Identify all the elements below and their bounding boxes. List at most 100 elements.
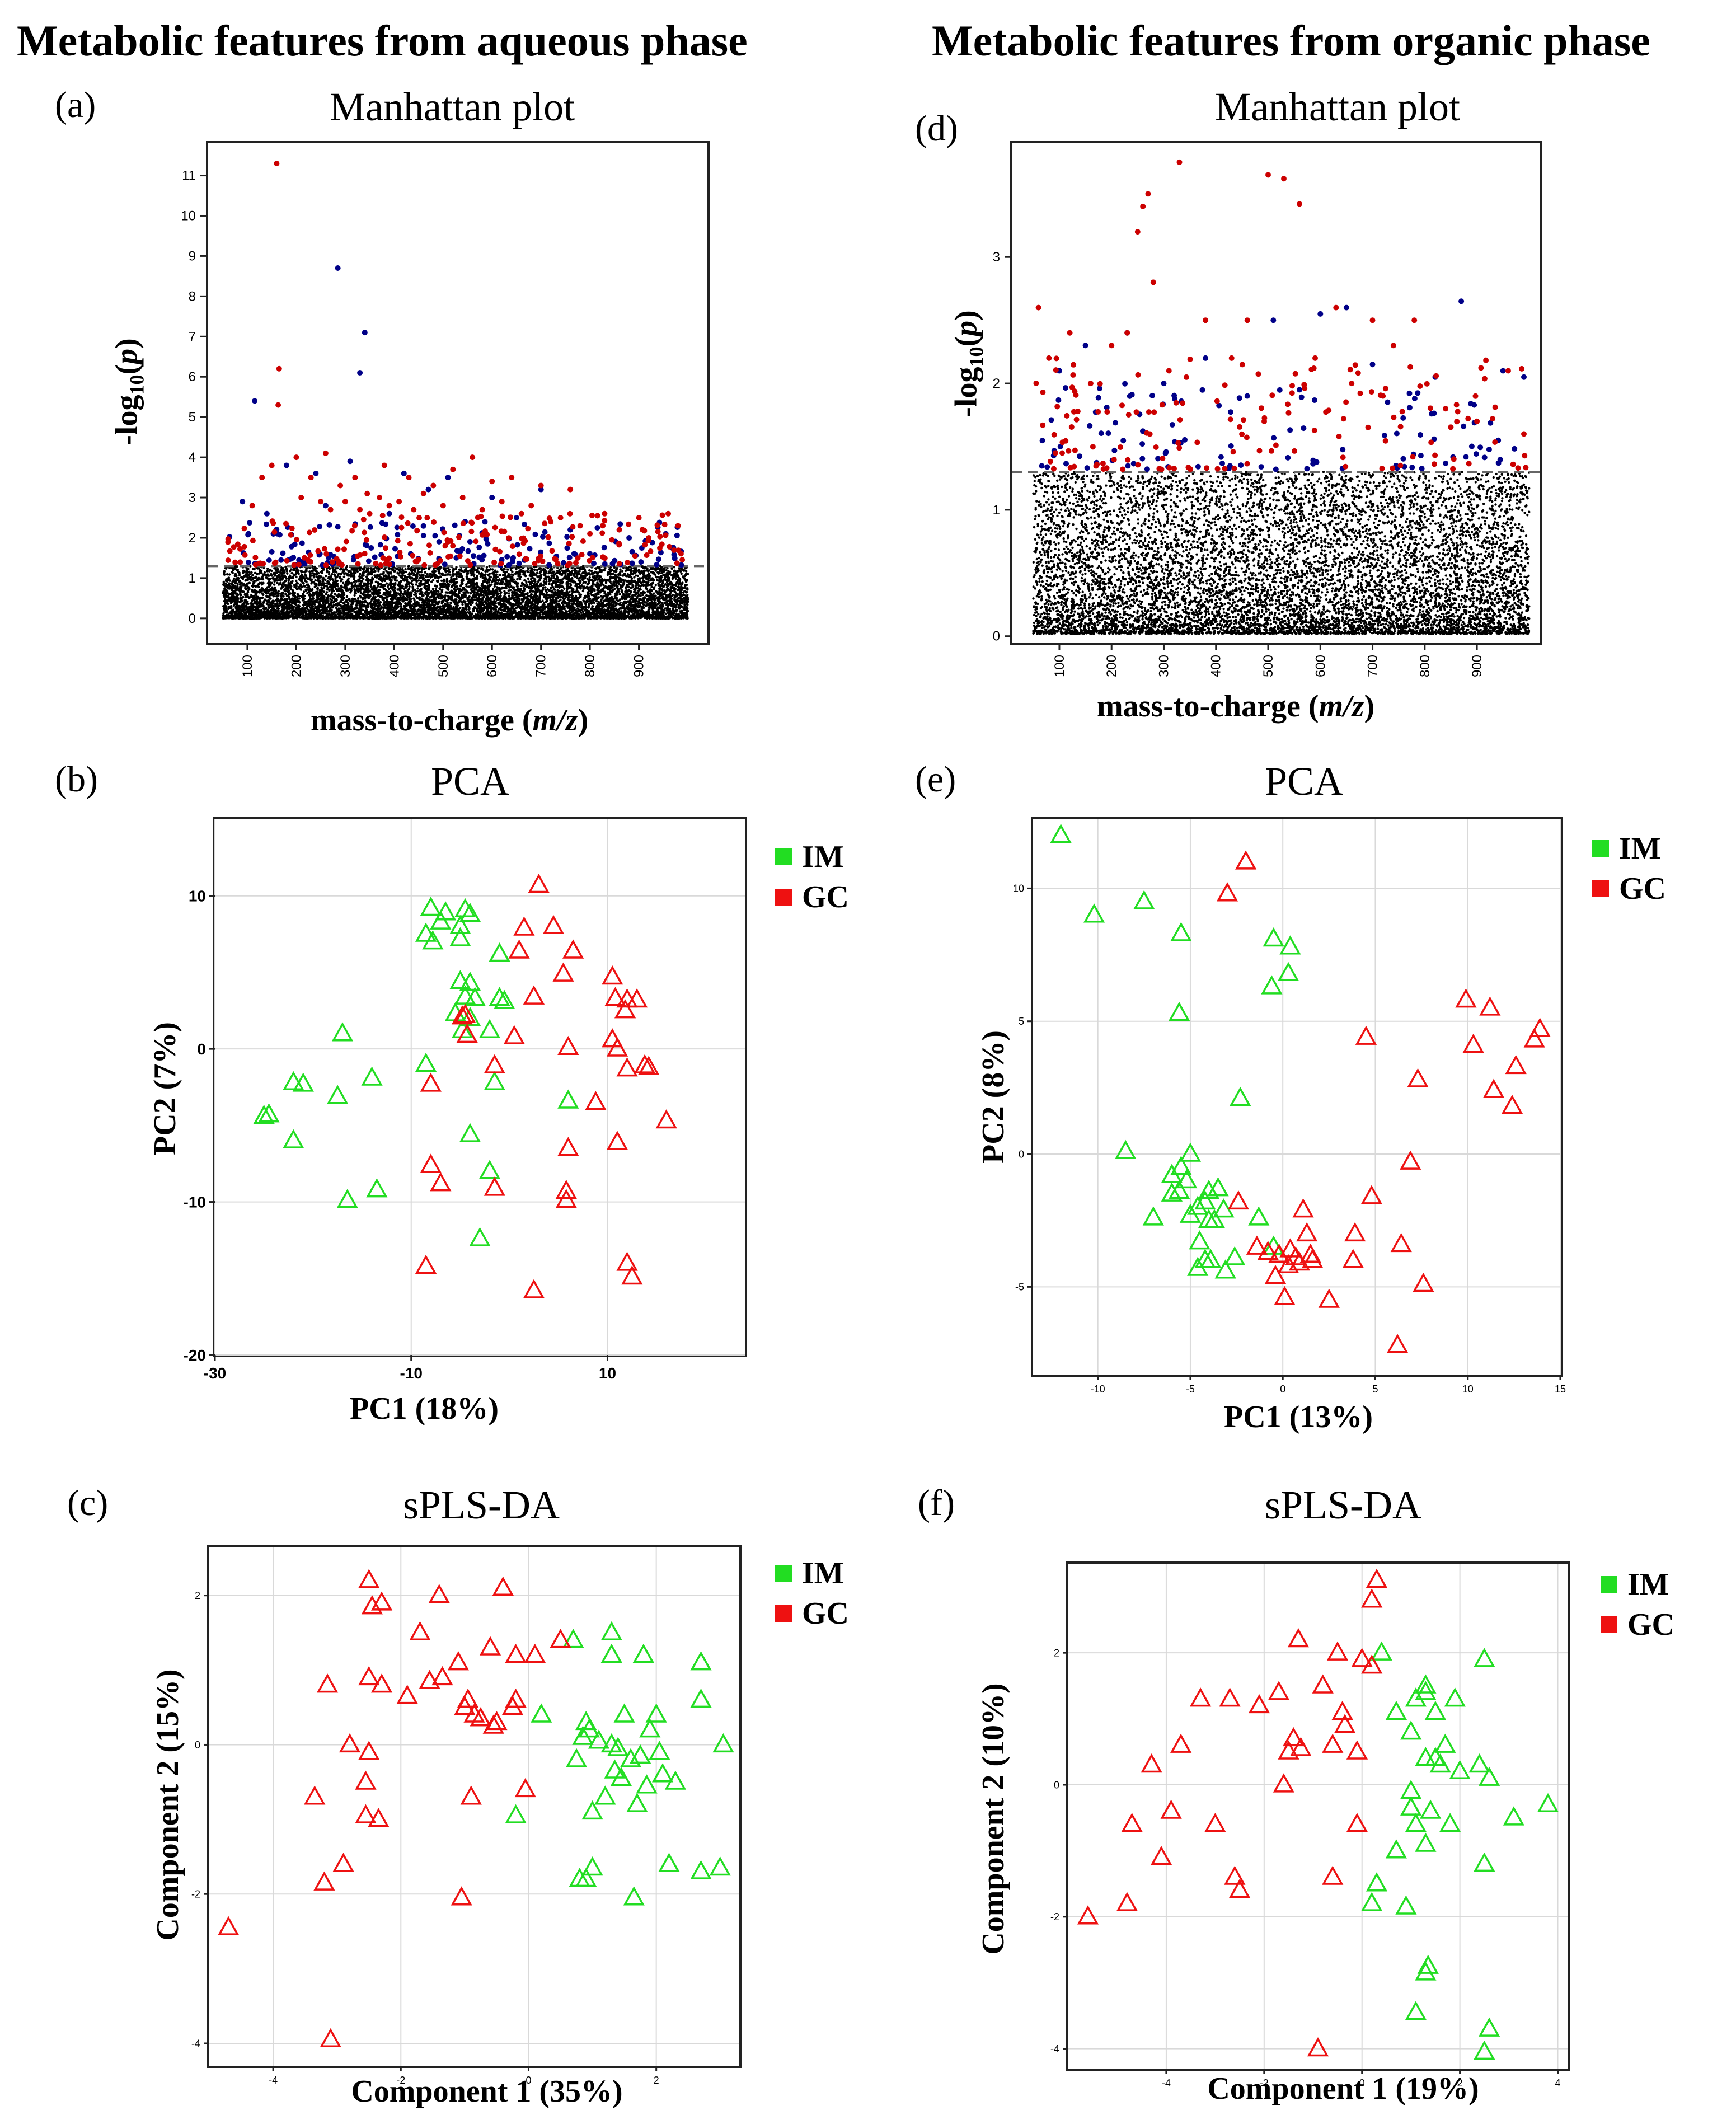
feature-point xyxy=(501,574,505,576)
feature-point xyxy=(376,567,378,570)
feature-point xyxy=(478,601,481,603)
feature-point xyxy=(633,576,636,579)
feature-point xyxy=(260,612,263,615)
feature-point xyxy=(679,570,682,573)
title-e: PCA xyxy=(1264,759,1344,804)
feature-point xyxy=(554,585,557,588)
feature-point xyxy=(644,577,648,580)
feature-point xyxy=(488,565,491,568)
feature-point xyxy=(295,604,298,607)
feature-point xyxy=(635,587,637,589)
feature-point xyxy=(629,601,632,603)
feature-point xyxy=(536,571,539,574)
feature-point xyxy=(329,578,332,581)
feature-point xyxy=(449,573,452,576)
feature-point xyxy=(570,570,574,573)
feature-point xyxy=(536,587,538,590)
feature-point xyxy=(354,592,358,595)
feature-point xyxy=(670,574,673,576)
feature-point xyxy=(279,569,282,572)
feature-point xyxy=(369,567,372,570)
feature-point xyxy=(418,596,421,599)
feature-point xyxy=(636,574,639,578)
frame-b xyxy=(213,817,747,1357)
feature-point xyxy=(665,586,669,589)
feature-point xyxy=(568,590,571,594)
feature-point xyxy=(554,578,557,581)
feature-point xyxy=(276,602,279,605)
feature-point xyxy=(408,585,411,588)
feature-point xyxy=(255,585,257,588)
feature-point xyxy=(355,604,358,607)
feature-point xyxy=(625,575,628,578)
feature-point xyxy=(423,568,425,570)
feature-point xyxy=(279,576,281,579)
feature-point xyxy=(646,578,650,581)
feature-point xyxy=(312,593,315,595)
feature-point xyxy=(548,583,551,585)
feature-point xyxy=(517,600,520,603)
feature-point xyxy=(482,594,485,597)
feature-point xyxy=(299,588,302,591)
feature-point xyxy=(244,605,247,608)
feature-point xyxy=(555,615,558,618)
feature-point xyxy=(471,612,473,615)
feature-point xyxy=(559,598,562,601)
feature-point xyxy=(639,572,641,575)
title-d: Manhattan plot xyxy=(1215,85,1460,129)
feature-point xyxy=(376,586,379,589)
feature-point xyxy=(625,593,628,595)
feature-point xyxy=(508,598,510,601)
feature-point xyxy=(532,590,534,593)
feature-point xyxy=(467,570,470,573)
feature-point xyxy=(588,595,590,598)
feature-point xyxy=(411,587,415,590)
feature-point xyxy=(533,583,536,587)
feature-point xyxy=(227,607,230,610)
feature-point xyxy=(292,615,295,617)
feature-point xyxy=(672,607,674,610)
feature-point xyxy=(674,608,678,611)
feature-point xyxy=(652,595,655,598)
feature-point xyxy=(639,594,642,597)
feature-point xyxy=(405,570,407,574)
feature-point xyxy=(314,579,317,581)
feature-point xyxy=(529,578,533,580)
feature-point xyxy=(578,573,581,575)
feature-point xyxy=(630,590,632,593)
feature-point xyxy=(251,590,254,593)
feature-point xyxy=(416,590,419,593)
frame-a xyxy=(206,141,710,645)
feature-point xyxy=(672,574,675,577)
feature-point xyxy=(506,617,510,620)
feature-point xyxy=(359,573,362,575)
feature-point xyxy=(272,595,275,598)
feature-point xyxy=(247,568,250,570)
title-c: sPLS-DA xyxy=(402,1483,560,1527)
feature-point xyxy=(530,585,533,588)
feature-point xyxy=(246,578,249,581)
frame-c xyxy=(207,1545,742,2068)
feature-point xyxy=(637,569,640,572)
feature-point xyxy=(270,574,274,577)
feature-point xyxy=(639,602,642,604)
feature-point xyxy=(283,569,286,572)
feature-point xyxy=(504,603,507,607)
feature-point xyxy=(340,573,342,575)
feature-point xyxy=(461,603,464,606)
feature-point xyxy=(543,601,546,604)
feature-point xyxy=(335,611,337,614)
feature-point xyxy=(485,566,489,569)
feature-point xyxy=(334,576,337,579)
feature-point xyxy=(511,570,514,573)
feature-point xyxy=(666,602,669,604)
feature-point xyxy=(322,568,325,571)
feature-point xyxy=(237,570,240,574)
feature-point xyxy=(579,568,582,570)
feature-point xyxy=(482,604,486,607)
feature-point xyxy=(374,580,377,583)
feature-point xyxy=(306,608,309,611)
feature-point xyxy=(540,573,543,576)
feature-point xyxy=(617,611,620,614)
feature-point xyxy=(467,585,470,588)
